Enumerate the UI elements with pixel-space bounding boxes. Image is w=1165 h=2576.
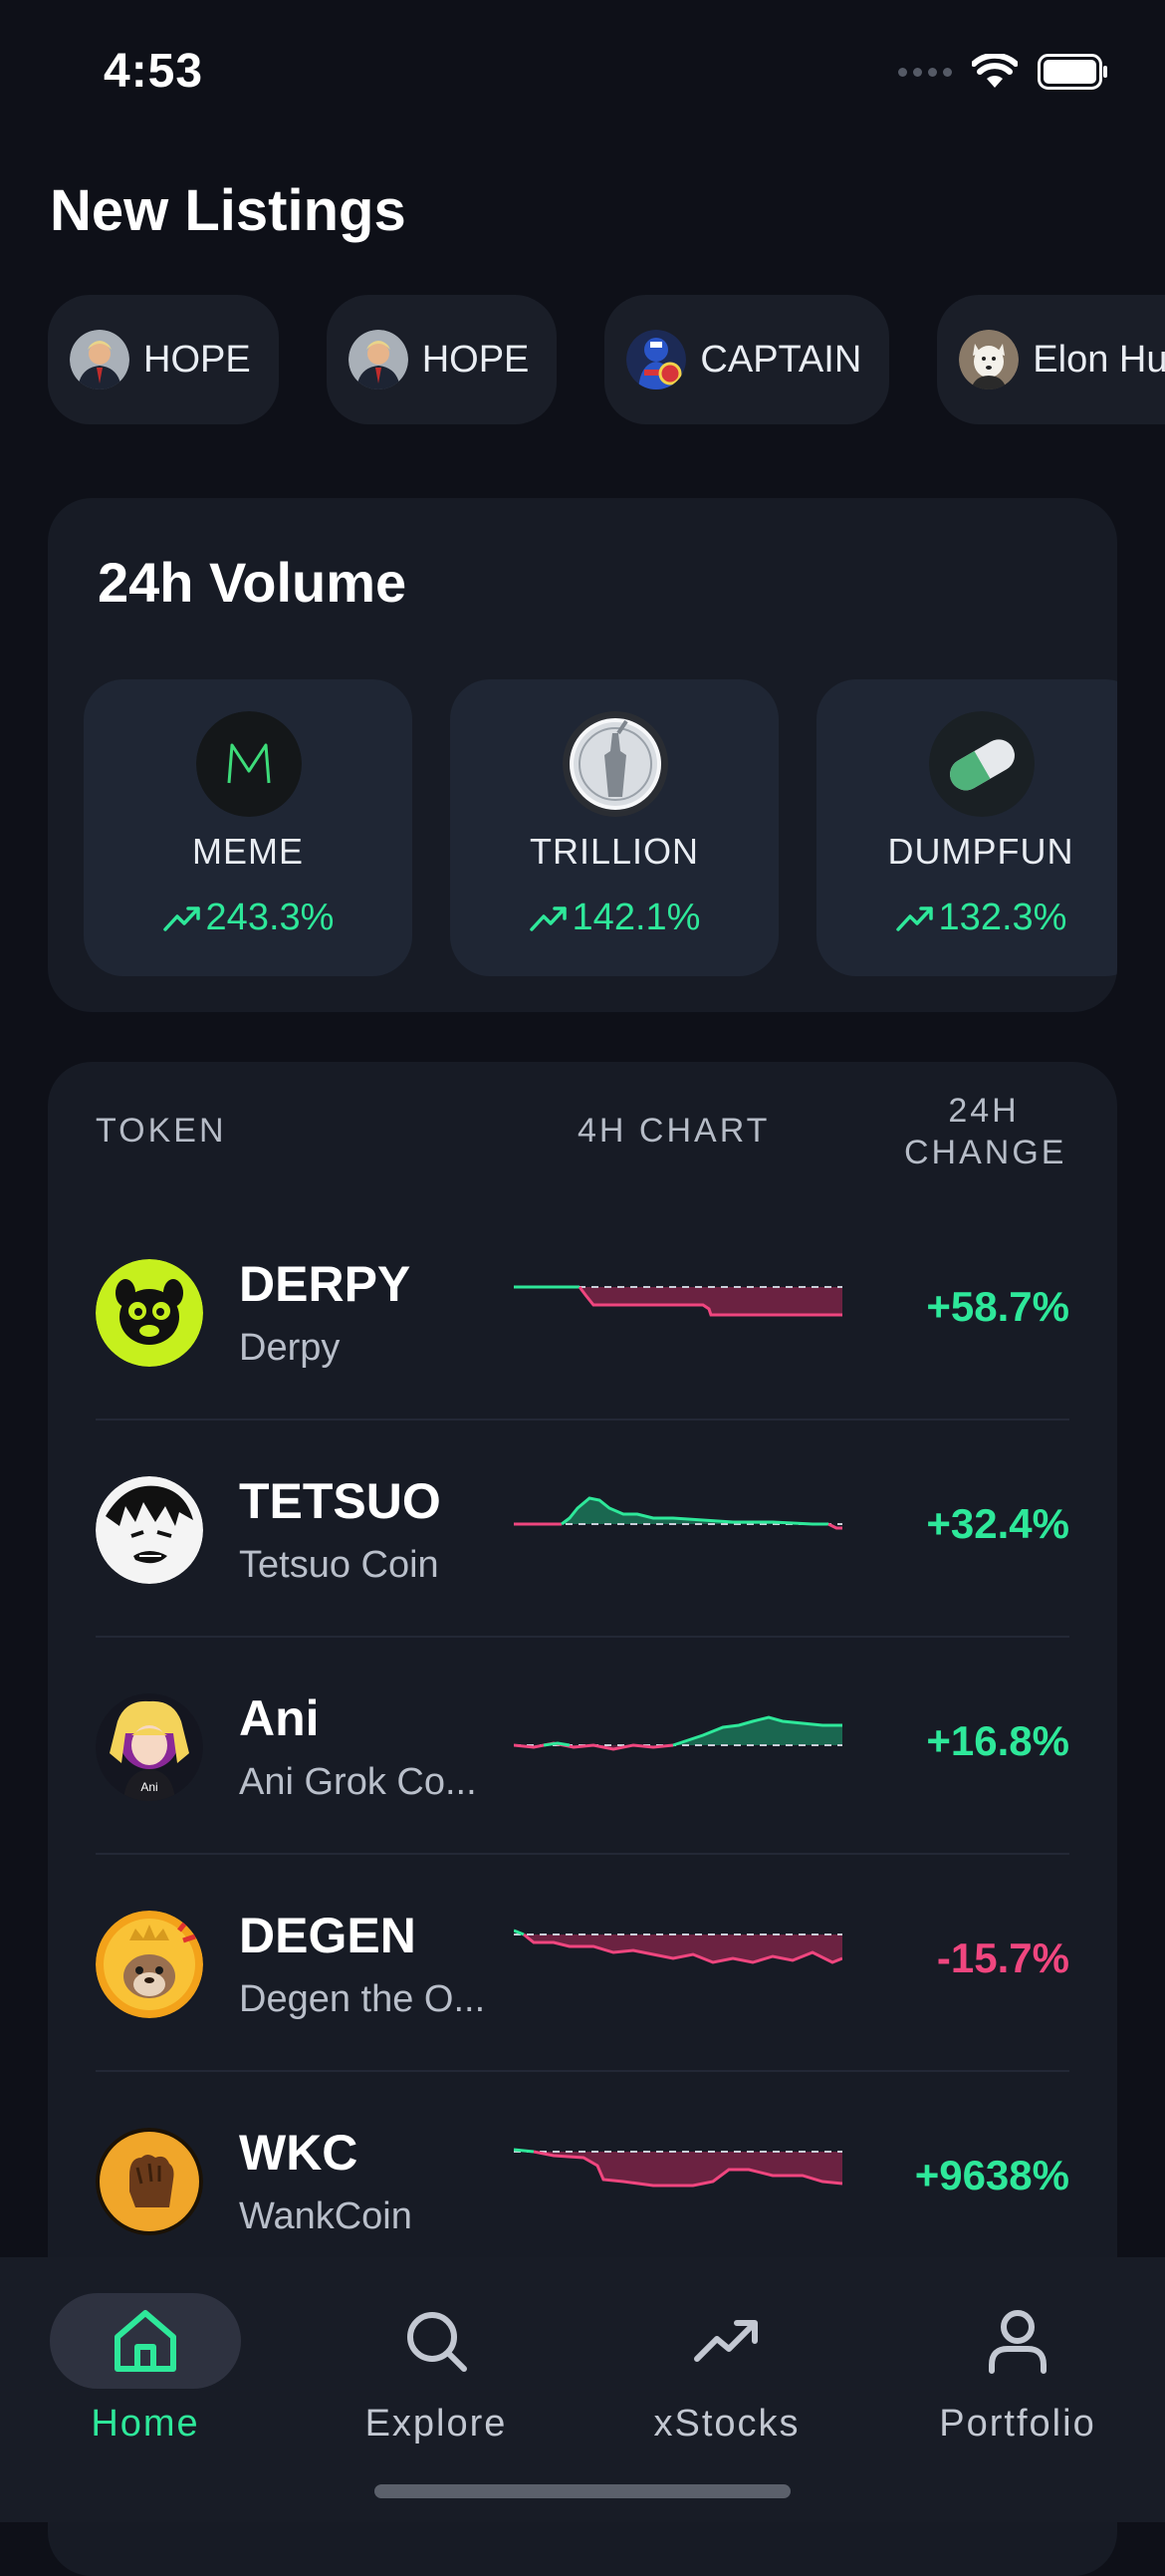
meme-logo-icon bbox=[196, 711, 302, 817]
volume-card: 24h Volume MEME 243.3% TRILLION bbox=[48, 498, 1117, 1012]
listing-chip-captain[interactable]: CAPTAIN bbox=[604, 295, 890, 424]
tab-label: Home bbox=[91, 2403, 200, 2445]
listing-chip-hope[interactable]: HOPE bbox=[48, 295, 279, 424]
row-divider bbox=[96, 1418, 1069, 1420]
listing-chip-hope-2[interactable]: HOPE bbox=[326, 295, 558, 424]
new-listings-carousel[interactable]: HOPE HOPE CAPTAIN bbox=[48, 295, 1165, 426]
ani-token-icon: Ani bbox=[96, 1693, 203, 1801]
token-change: +58.7% bbox=[926, 1283, 1069, 1330]
column-header-4h-chart: 4H CHART bbox=[578, 1112, 771, 1150]
dumpfun-pill-icon bbox=[929, 711, 1035, 817]
listing-chip-label: CAPTAIN bbox=[700, 338, 862, 381]
tetsuo-token-icon bbox=[96, 1476, 203, 1584]
hope-avatar-icon bbox=[348, 330, 408, 389]
column-header-24h-change: 24H CHANGE bbox=[904, 1090, 1063, 1173]
token-sparkline bbox=[514, 2148, 842, 2188]
tab-xstocks[interactable]: xStocks bbox=[607, 2293, 846, 2482]
token-sparkline bbox=[514, 1929, 842, 1964]
token-symbol: Ani bbox=[239, 1690, 320, 1746]
tab-home[interactable]: Home bbox=[26, 2293, 265, 2482]
wkc-token-icon bbox=[96, 2128, 203, 2235]
listing-chip-label: HOPE bbox=[421, 338, 530, 381]
token-sparkline bbox=[514, 1285, 842, 1317]
elon-husky-avatar-icon bbox=[959, 330, 1020, 389]
new-listings-title: New Listings bbox=[50, 178, 406, 243]
token-row-degen[interactable]: DEGEN Degen the O... -15.7% bbox=[96, 1857, 1069, 2072]
tab-bar: Home Explore xStocks Portfolio bbox=[0, 2257, 1165, 2522]
token-symbol: WKC bbox=[239, 2125, 358, 2181]
token-change: +16.8% bbox=[926, 1717, 1069, 1764]
volume-token-change: 142.1% bbox=[450, 897, 779, 939]
token-name: Derpy bbox=[239, 1327, 341, 1369]
volume-tile-dumpfun[interactable]: DUMPFUN 132.3% bbox=[816, 679, 1117, 976]
volume-tiles[interactable]: MEME 243.3% TRILLION 142.1% bbox=[84, 679, 1117, 976]
token-symbol: DEGEN bbox=[239, 1908, 416, 1963]
token-change: +32.4% bbox=[926, 1500, 1069, 1547]
volume-token-name: TRILLION bbox=[529, 831, 700, 872]
trending-up-icon bbox=[529, 905, 567, 931]
token-row-tetsuo[interactable]: TETSUO Tetsuo Coin +32.4% bbox=[96, 1422, 1069, 1638]
listing-chip-label: Elon Husky bbox=[1033, 338, 1165, 381]
volume-change-value: 142.1% bbox=[572, 897, 701, 938]
trillion-coin-icon bbox=[563, 711, 668, 817]
home-icon bbox=[115, 2310, 176, 2372]
row-divider bbox=[96, 1636, 1069, 1638]
volume-token-name: MEME bbox=[192, 831, 304, 872]
token-sparkline bbox=[514, 1715, 842, 1751]
column-header-24h: 24H bbox=[948, 1092, 1020, 1130]
listing-chip-elon-husky[interactable]: Elon Husky bbox=[937, 295, 1165, 424]
search-icon bbox=[407, 2312, 467, 2372]
battery-icon bbox=[1038, 54, 1107, 90]
tab-label: Portfolio bbox=[939, 2403, 1096, 2445]
status-time: 4:53 bbox=[104, 45, 204, 98]
trending-up-icon bbox=[162, 905, 200, 931]
degen-token-icon bbox=[96, 1911, 203, 2018]
row-divider bbox=[96, 2070, 1069, 2072]
volume-title: 24h Volume bbox=[98, 551, 407, 614]
status-bar: 4:53 bbox=[0, 0, 1165, 149]
token-symbol: TETSUO bbox=[239, 1473, 441, 1529]
token-row-wkc[interactable]: WKC WankCoin +9638% bbox=[96, 2074, 1069, 2289]
token-symbol: DERPY bbox=[239, 1256, 411, 1312]
listing-chip-label: HOPE bbox=[143, 338, 251, 381]
derpy-token-icon bbox=[96, 1259, 203, 1367]
tab-portfolio[interactable]: Portfolio bbox=[898, 2293, 1137, 2482]
volume-tile-trillion[interactable]: TRILLION 142.1% bbox=[450, 679, 779, 976]
volume-change-value: 243.3% bbox=[205, 897, 335, 938]
token-name: Degen the O... bbox=[239, 1978, 486, 2020]
hope-avatar-icon bbox=[70, 330, 129, 389]
token-name: Ani Grok Co... bbox=[239, 1761, 477, 1803]
column-header-change: CHANGE bbox=[904, 1134, 1067, 1171]
volume-change-value: 132.3% bbox=[938, 897, 1067, 938]
tab-home-highlight bbox=[50, 2293, 241, 2389]
captain-avatar-icon bbox=[626, 330, 687, 389]
volume-token-change: 243.3% bbox=[84, 897, 412, 939]
column-header-token: TOKEN bbox=[96, 1112, 227, 1150]
token-change: -15.7% bbox=[936, 1934, 1069, 1981]
tab-explore[interactable]: Explore bbox=[317, 2293, 556, 2482]
token-row-ani[interactable]: Ani Ani Ani Grok Co... +16.8% bbox=[96, 1640, 1069, 1855]
volume-tile-meme[interactable]: MEME 243.3% bbox=[84, 679, 412, 976]
home-indicator bbox=[374, 2484, 791, 2498]
volume-token-change: 132.3% bbox=[816, 897, 1117, 939]
token-name: Tetsuo Coin bbox=[239, 1544, 439, 1586]
token-row-derpy[interactable]: DERPY Derpy +58.7% bbox=[96, 1205, 1069, 1420]
ani-icon-label: Ani bbox=[140, 1780, 157, 1794]
token-name: WankCoin bbox=[239, 2195, 412, 2237]
wifi-icon bbox=[972, 54, 1018, 88]
row-divider bbox=[96, 1853, 1069, 1855]
tab-label: xStocks bbox=[653, 2403, 801, 2445]
trending-up-icon bbox=[694, 2320, 758, 2362]
trending-up-icon bbox=[895, 905, 933, 931]
status-icons bbox=[898, 54, 1109, 90]
cellular-signal-icon bbox=[898, 67, 952, 77]
volume-token-name: DUMPFUN bbox=[887, 831, 1074, 872]
token-change: +9638% bbox=[914, 2152, 1069, 2198]
user-icon bbox=[989, 2310, 1047, 2374]
token-sparkline bbox=[514, 1496, 842, 1530]
tab-label: Explore bbox=[364, 2403, 508, 2445]
